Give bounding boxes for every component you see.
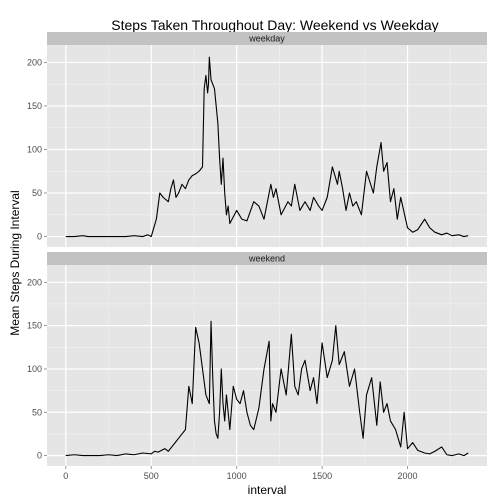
plot-background [47, 265, 487, 466]
x-tick-label: 2000 [398, 471, 418, 481]
y-tick-label: 50 [32, 188, 42, 198]
series-line-weekend [65, 320, 469, 457]
y-tick-label: 0 [37, 232, 42, 242]
y-tick-label: 100 [27, 144, 42, 154]
y-tick-label: 50 [32, 407, 42, 417]
y-tick-label: 200 [27, 57, 42, 67]
panel-weekday: weekday 0 50 100 150 200 [27, 32, 487, 247]
x-tick-label: 0 [63, 471, 68, 481]
x-axis-title: interval [248, 483, 287, 497]
y-tick-label: 200 [27, 277, 42, 287]
series-line-weekday [65, 56, 469, 238]
strip-background [47, 32, 487, 45]
x-tick-label: 1500 [312, 471, 332, 481]
y-tick-label: 100 [27, 364, 42, 374]
strip-background [47, 252, 487, 265]
y-axis-title: Mean Steps During Interval [8, 190, 22, 335]
x-tick-label: 1000 [227, 471, 247, 481]
y-tick-label: 150 [27, 321, 42, 331]
strip-label: weekend [248, 254, 285, 264]
y-tick-label: 150 [27, 101, 42, 111]
plot-background [47, 45, 487, 247]
strip-label: weekday [248, 34, 285, 44]
y-tick-label: 0 [37, 451, 42, 461]
x-tick-label: 500 [144, 471, 159, 481]
chart-title: Steps Taken Throughout Day: Weekend vs W… [111, 17, 438, 33]
